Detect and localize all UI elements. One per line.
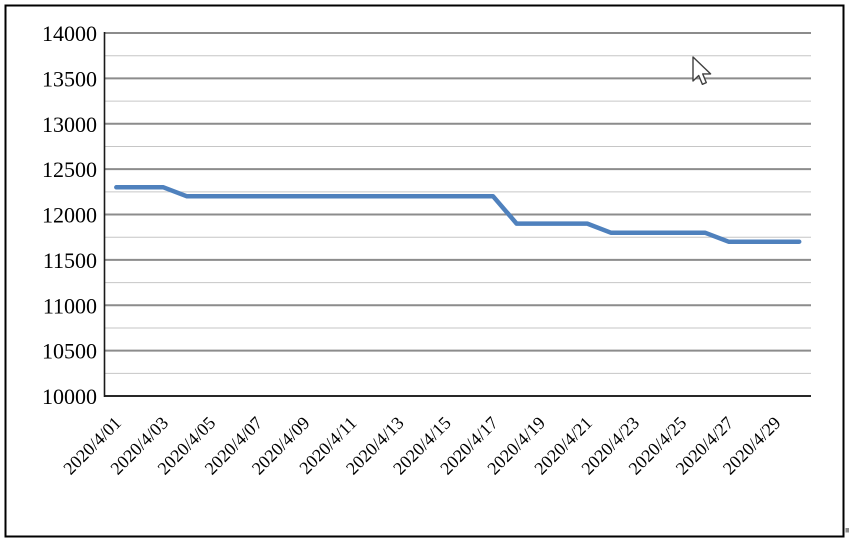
mouse-cursor-icon (692, 56, 712, 85)
y-axis-tick-label: 12000 (42, 203, 97, 228)
y-axis-tick-label: 14000 (42, 21, 97, 46)
y-axis-tick-label: 11000 (43, 293, 97, 318)
y-axis-tick-label: 10500 (42, 339, 97, 364)
y-axis-tick-label: 13500 (42, 66, 97, 91)
axis-labels-group: 14000 13500 13000 12500 12000 11500 11000 10500… (42, 21, 785, 478)
edge-artifact (845, 528, 849, 533)
y-axis-tick-label: 12500 (42, 157, 97, 182)
chart-frame-border (4, 4, 845, 538)
series-group (114, 185, 802, 244)
axes-group (103, 32, 811, 397)
data-series-line (114, 185, 802, 244)
gridlines-group (104, 32, 811, 397)
y-axis-tick-label: 11500 (43, 248, 97, 273)
y-axis-tick-label: 10000 (42, 384, 97, 409)
y-axis-tick-label: 13000 (42, 112, 97, 137)
